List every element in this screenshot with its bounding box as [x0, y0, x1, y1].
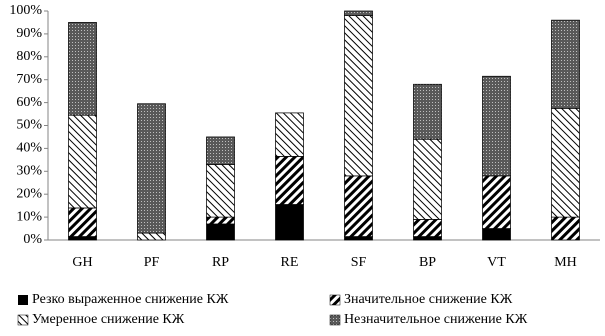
legend-label: Резко выраженное снижение КЖ — [32, 292, 229, 307]
legend-swatch — [18, 295, 28, 305]
y-tick-label: 100% — [9, 3, 42, 18]
bar-segment — [551, 216, 580, 241]
bar-segment — [413, 83, 442, 140]
bar-segment — [68, 22, 97, 116]
legend-label: Незначительное снижение КЖ — [344, 312, 528, 327]
bar-segment — [206, 216, 235, 225]
x-tick-label: BP — [419, 255, 436, 270]
x-tick-label: VT — [487, 255, 506, 270]
bar-segment — [344, 236, 373, 241]
bar-segment — [206, 223, 235, 241]
legend-swatch — [17, 314, 29, 326]
bar-segment — [206, 164, 235, 218]
bar-segment — [137, 232, 166, 241]
bar-segment — [482, 228, 511, 241]
y-tick-label: 30% — [16, 164, 42, 179]
bar-segment — [68, 114, 97, 209]
bar-segment — [68, 236, 97, 241]
x-tick-label: RE — [281, 255, 299, 270]
bar-segment — [137, 103, 166, 234]
y-tick-label: 90% — [16, 26, 42, 41]
bar-segment — [344, 15, 373, 177]
bar-segment — [413, 236, 442, 241]
bar-segment — [413, 138, 442, 220]
x-tick-label: MH — [554, 255, 577, 270]
bar-segment — [206, 136, 235, 165]
y-tick-label: 50% — [16, 118, 42, 133]
y-tick-label: 80% — [16, 49, 42, 64]
bar-segment — [482, 75, 511, 177]
x-tick-label: SF — [351, 255, 367, 270]
bar-segment — [275, 112, 304, 157]
x-tick-label: PF — [144, 255, 160, 270]
legend-swatch — [329, 314, 341, 326]
legend-swatch — [329, 294, 341, 306]
bar-segment — [551, 107, 580, 218]
legend-label: Умеренное снижение КЖ — [32, 312, 185, 327]
y-tick-label: 20% — [16, 186, 42, 201]
bar-segment — [551, 19, 580, 109]
legend-label: Значительное снижение КЖ — [344, 292, 513, 307]
bar-segment — [68, 207, 97, 237]
bar-segment — [344, 10, 373, 16]
y-tick-label: 10% — [16, 209, 42, 224]
bar-segment — [413, 219, 442, 237]
bar-segment — [275, 156, 304, 205]
bar-segment — [482, 175, 511, 229]
bar-segment — [275, 204, 304, 241]
y-tick-label: 70% — [16, 72, 42, 87]
x-tick-label: GH — [72, 255, 92, 270]
y-tick-label: 40% — [16, 141, 42, 156]
y-tick-label: 60% — [16, 95, 42, 110]
bar-segment — [344, 175, 373, 237]
y-tick-label: 0% — [23, 232, 42, 247]
x-tick-label: RP — [212, 255, 229, 270]
